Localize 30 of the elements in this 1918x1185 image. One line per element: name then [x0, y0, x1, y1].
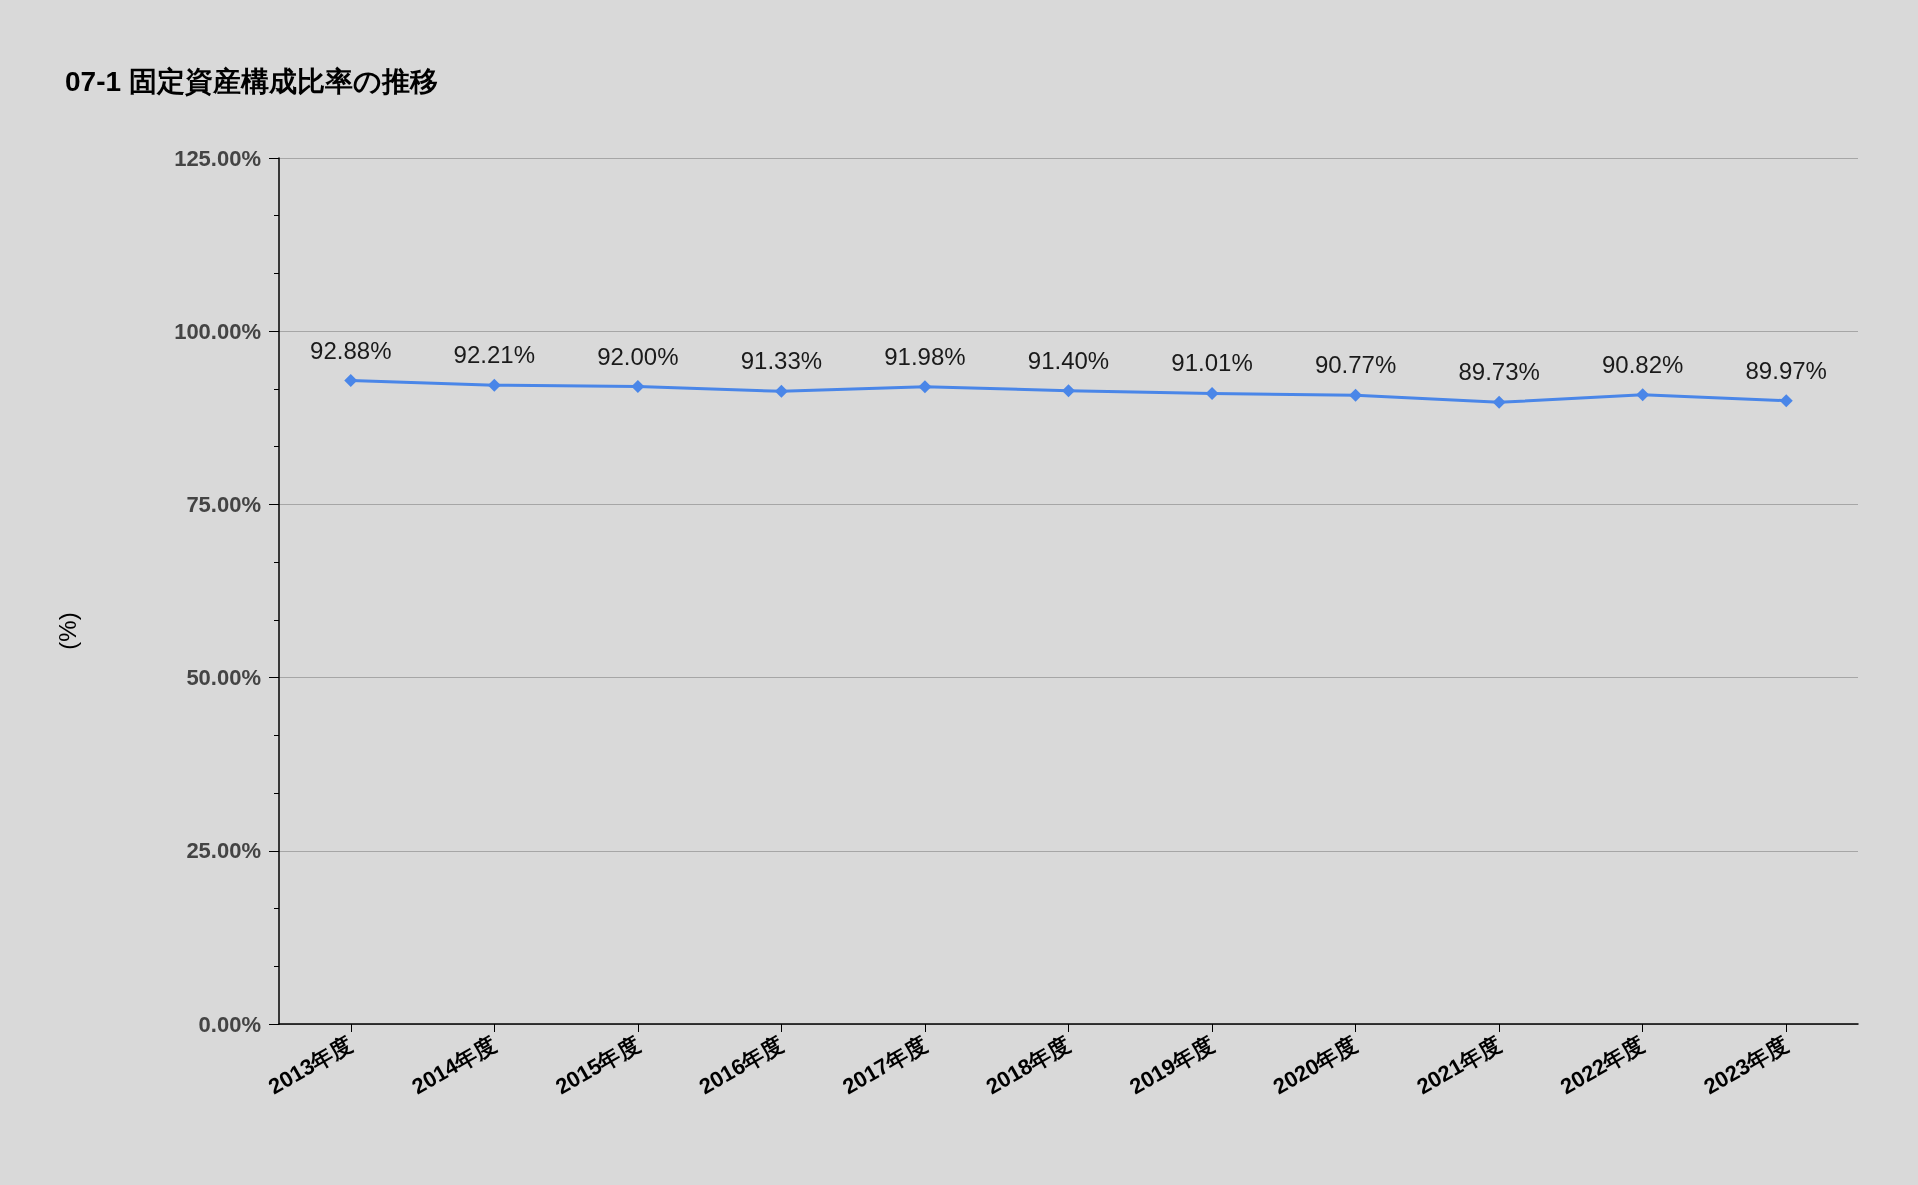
y-tick-label: 75.00% [186, 491, 261, 517]
x-tick-label: 2018年度 [981, 1031, 1075, 1100]
x-tick-label: 2017年度 [838, 1031, 932, 1100]
data-label: 92.21% [453, 341, 536, 369]
data-label: 91.01% [1171, 349, 1253, 377]
x-tick-label: 2022年度 [1555, 1031, 1649, 1100]
y-tick-label: 125.00% [174, 145, 261, 171]
y-tick-label: 0.00% [198, 1011, 261, 1037]
x-tick-label: 2019年度 [1125, 1031, 1219, 1100]
x-tick-label: 2014年度 [407, 1031, 501, 1100]
y-tick-label: 100.00% [174, 318, 261, 344]
data-label: 92.88% [310, 336, 392, 364]
x-tick-label: 2013年度 [264, 1031, 358, 1100]
x-tick-label: 2016年度 [694, 1031, 788, 1100]
x-tick-label: 2015年度 [551, 1031, 645, 1100]
data-label: 91.98% [884, 342, 966, 370]
y-axis-title: (%) [53, 612, 81, 650]
data-label: 89.73% [1458, 358, 1540, 386]
data-label: 90.82% [1601, 350, 1684, 378]
data-label: 92.00% [597, 342, 679, 370]
data-label: 91.40% [1027, 346, 1110, 374]
data-label: 89.97% [1745, 356, 1827, 384]
x-tick-label: 2021年度 [1412, 1031, 1506, 1100]
x-tick-label: 2023年度 [1699, 1031, 1793, 1100]
data-label: 91.33% [740, 347, 823, 375]
data-label: 90.77% [1314, 351, 1397, 379]
y-tick-label: 50.00% [186, 665, 261, 691]
chart-title: 07-1 固定資産構成比率の推移 [65, 65, 438, 97]
x-tick-label: 2020年度 [1268, 1031, 1362, 1100]
y-tick-label: 25.00% [186, 838, 261, 864]
